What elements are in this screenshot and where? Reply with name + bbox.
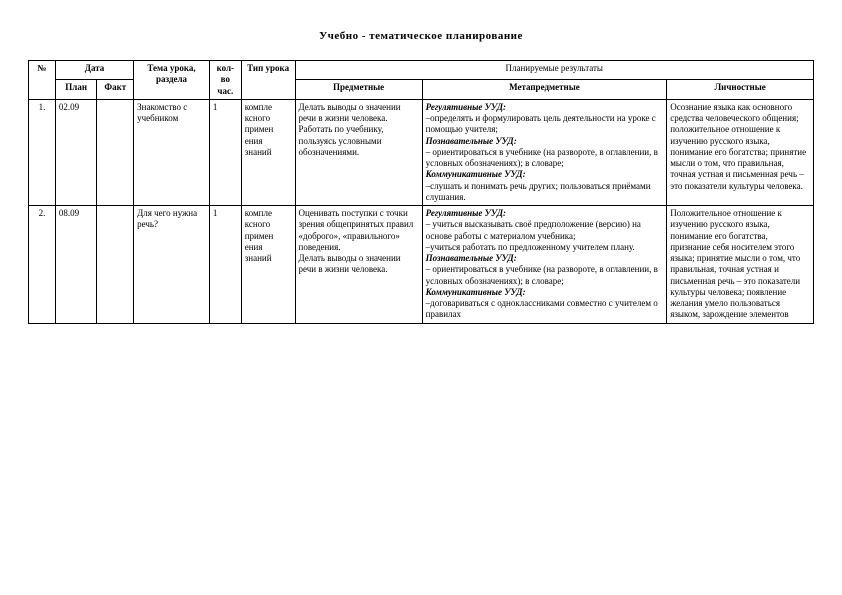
cell-meta: Регулятивные УУД:–определять и формулиро… [422,99,667,205]
cell-type: комплексногоприменениязнаний [241,99,295,205]
cell-personal: Осознание языка как основного средства ч… [667,99,814,205]
cell-fact [97,99,134,205]
header-row-1: № Дата Тема урока, раздела кол-во час. Т… [29,61,814,80]
plan-table: № Дата Тема урока, раздела кол-во час. Т… [28,60,814,324]
col-fact: Факт [97,80,134,99]
cell-num: 2. [29,206,56,324]
cell-num: 1. [29,99,56,205]
table-row: 1.02.09 Знакомство с учебником1комплексно… [29,99,814,205]
cell-personal: Положительное отношение к изучению русск… [667,206,814,324]
col-meta: Метапредметные [422,80,667,99]
cell-fact [97,206,134,324]
col-topic: Тема урока, раздела [134,61,210,100]
col-num: № [29,61,56,100]
col-hours: кол-во час. [209,61,241,100]
cell-topic: Знакомство с учебником [134,99,210,205]
table-row: 2.08.09 Для чего нужна речь?1комплексного… [29,206,814,324]
cell-hours: 1 [209,99,241,205]
cell-subject: Делать выводы о значении речи в жизни че… [295,99,422,205]
page-title: Учебно - тематическое планирование [28,30,814,42]
cell-topic: Для чего нужна речь? [134,206,210,324]
col-results: Планируемые результаты [295,61,814,80]
col-plan: План [55,80,97,99]
col-personal: Личностные [667,80,814,99]
cell-plan: 08.09 [55,206,97,324]
col-type: Тип урока [241,61,295,100]
col-subject: Предметные [295,80,422,99]
cell-type: комплексногоприменениязнаний [241,206,295,324]
cell-hours: 1 [209,206,241,324]
cell-subject: Оценивать поступки с точки зрения общепр… [295,206,422,324]
cell-meta: Регулятивные УУД:– учиться высказывать с… [422,206,667,324]
col-date: Дата [55,61,133,80]
cell-plan: 02.09 [55,99,97,205]
